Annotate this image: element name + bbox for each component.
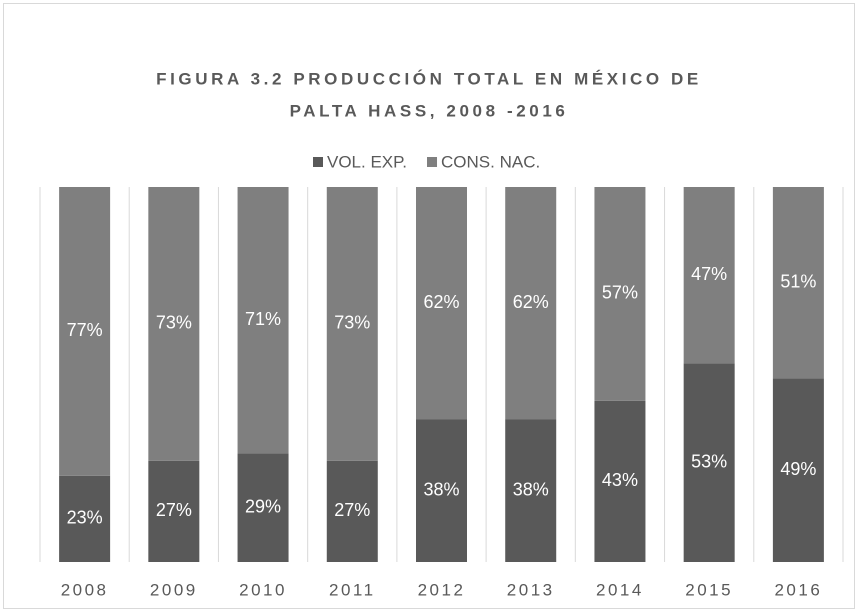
bar-segment xyxy=(505,419,557,562)
data-label: 43% xyxy=(602,470,638,490)
bar-segment xyxy=(148,187,200,461)
x-tick-label: 2008 xyxy=(61,580,109,599)
data-label: 27% xyxy=(334,500,370,520)
bar-segment xyxy=(326,460,378,562)
bar-segment xyxy=(594,187,646,401)
data-label: 23% xyxy=(67,508,103,528)
x-tick-label: 2016 xyxy=(774,580,822,599)
legend-swatch xyxy=(427,157,438,167)
data-label: 38% xyxy=(423,480,459,500)
bar-segment xyxy=(326,187,378,461)
data-label: 57% xyxy=(602,283,638,303)
data-label: 51% xyxy=(780,271,816,291)
data-label: 29% xyxy=(245,496,281,516)
bar-segment xyxy=(594,400,646,562)
bar-segment xyxy=(59,187,111,476)
data-label: 49% xyxy=(780,459,816,479)
bar-segment xyxy=(237,453,289,562)
data-label: 71% xyxy=(245,309,281,329)
data-label: 47% xyxy=(691,264,727,284)
legend-label: CONS. NAC. xyxy=(441,152,540,171)
legend-label: VOL. EXP. xyxy=(327,152,407,171)
bar-segment xyxy=(237,187,289,454)
data-label: 73% xyxy=(334,313,370,333)
x-tick-label: 2010 xyxy=(239,580,287,599)
bar-segment xyxy=(416,419,467,562)
x-tick-label: 2009 xyxy=(150,580,198,599)
data-label: 53% xyxy=(691,451,727,471)
x-tick-label: 2014 xyxy=(596,580,644,599)
data-label: 62% xyxy=(513,292,549,312)
bar-segment xyxy=(772,378,824,562)
bar-segment xyxy=(59,475,111,562)
data-label: 73% xyxy=(156,313,192,333)
bar-segment xyxy=(772,187,824,379)
bar-segment xyxy=(683,187,735,364)
data-label: 38% xyxy=(513,480,549,500)
data-label: 77% xyxy=(67,320,103,340)
data-label: 27% xyxy=(156,500,192,520)
x-tick-label: 2011 xyxy=(329,580,376,599)
legend-swatch xyxy=(313,157,323,167)
bar-segment xyxy=(683,363,735,562)
bar-segment xyxy=(148,460,200,562)
bar-segment xyxy=(416,187,467,420)
x-tick-label: 2012 xyxy=(418,580,466,599)
x-tick-label: 2013 xyxy=(507,580,555,599)
data-label: 62% xyxy=(423,292,459,312)
chart-title: PALTA HASS, 2008 -2016 xyxy=(290,101,569,120)
bar-segment xyxy=(505,187,557,420)
chart-title: FIGURA 3.2 PRODUCCIÓN TOTAL EN MÉXICO DE xyxy=(156,69,702,88)
x-tick-label: 2015 xyxy=(685,580,733,599)
